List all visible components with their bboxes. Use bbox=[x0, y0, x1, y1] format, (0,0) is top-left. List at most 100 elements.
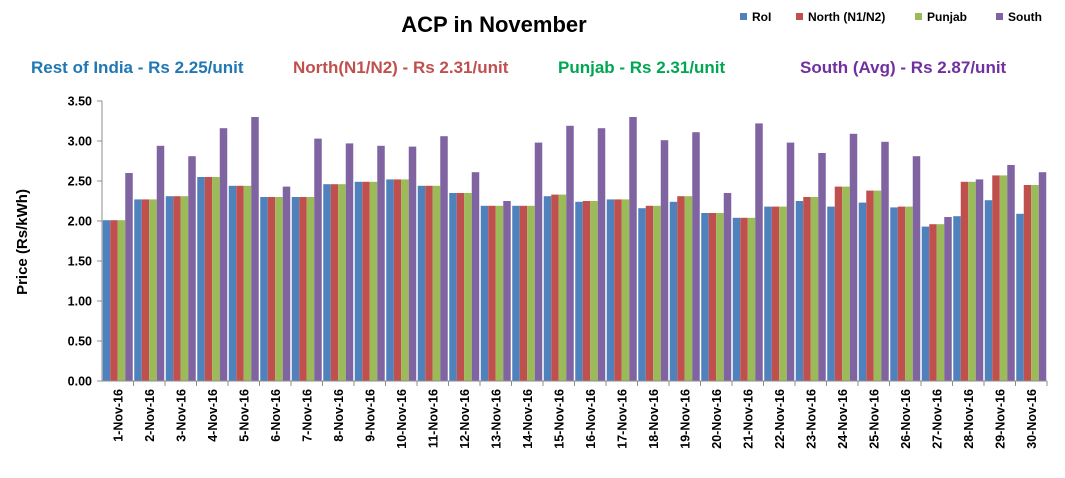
bar-north-n1-n2-7 bbox=[299, 197, 307, 381]
x-tick-label: 16-Nov-16 bbox=[584, 389, 598, 449]
legend-swatch bbox=[996, 13, 1003, 20]
bar-punjab-4 bbox=[212, 177, 220, 381]
bar-north-n1-n2-12 bbox=[456, 193, 465, 381]
bar-roi-15 bbox=[543, 196, 552, 381]
x-tick-label: 7-Nov-16 bbox=[300, 389, 314, 442]
bar-south-28 bbox=[975, 179, 984, 381]
bar-north-n1-n2-20 bbox=[708, 213, 717, 381]
bar-roi-10 bbox=[386, 179, 394, 381]
bar-north-n1-n2-23 bbox=[803, 197, 811, 381]
bar-roi-7 bbox=[291, 197, 300, 381]
legend-swatch bbox=[796, 13, 803, 20]
bar-punjab-3 bbox=[180, 196, 189, 381]
bar-north-n1-n2-30 bbox=[1023, 185, 1032, 381]
bar-roi-11 bbox=[417, 185, 426, 381]
bar-roi-14 bbox=[512, 205, 520, 381]
bar-north-n1-n2-17 bbox=[614, 199, 622, 381]
legend-label: North (N1/N2) bbox=[808, 10, 885, 24]
bar-punjab-20 bbox=[716, 213, 724, 381]
bar-roi-21 bbox=[732, 217, 741, 381]
bar-south-25 bbox=[881, 141, 889, 381]
bar-south-19 bbox=[692, 132, 700, 381]
bar-roi-28 bbox=[953, 216, 961, 381]
bar-roi-2 bbox=[134, 199, 142, 381]
bar-south-21 bbox=[755, 123, 763, 382]
x-tick-label: 6-Nov-16 bbox=[269, 389, 283, 442]
bar-north-n1-n2-14 bbox=[519, 205, 528, 381]
x-axis-ticks: 1-Nov-16 2-Nov-16 3-Nov-16 4-Nov-16 5-Nov-16… bbox=[111, 381, 1048, 449]
bar-north-n1-n2-1 bbox=[110, 220, 118, 381]
bar-south-30 bbox=[1038, 172, 1047, 381]
bar-south-13 bbox=[503, 201, 511, 381]
bar-roi-23 bbox=[795, 201, 804, 381]
bar-south-17 bbox=[629, 117, 637, 381]
bar-south-7 bbox=[314, 138, 322, 381]
bar-punjab-27 bbox=[936, 224, 945, 381]
x-tick-label: 24-Nov-16 bbox=[836, 389, 850, 449]
bar-south-14 bbox=[534, 142, 543, 381]
bar-roi-12 bbox=[449, 193, 457, 381]
x-tick-label: 27-Nov-16 bbox=[930, 389, 944, 449]
bar-north-n1-n2-24 bbox=[834, 186, 843, 381]
bar-north-n1-n2-19 bbox=[677, 196, 685, 381]
legend-label: Punjab bbox=[927, 10, 967, 24]
legend-swatch bbox=[915, 13, 922, 20]
legend-swatch bbox=[740, 13, 747, 20]
bar-roi-27 bbox=[921, 226, 930, 381]
bar-punjab-5 bbox=[243, 185, 252, 381]
y-tick-label: 2.00 bbox=[68, 215, 92, 229]
bar-south-12 bbox=[471, 172, 480, 381]
legend-label: RoI bbox=[752, 10, 771, 24]
bar-punjab-29 bbox=[999, 175, 1008, 381]
bar-south-27 bbox=[944, 217, 952, 381]
bar-south-11 bbox=[440, 136, 448, 381]
bar-north-n1-n2-13 bbox=[488, 205, 496, 381]
x-tick-label: 1-Nov-16 bbox=[111, 389, 125, 442]
bar-south-10 bbox=[408, 146, 417, 381]
bar-south-5 bbox=[251, 117, 259, 381]
y-tick-label: 3.00 bbox=[68, 135, 92, 149]
bar-punjab-30 bbox=[1031, 185, 1039, 381]
bar-north-n1-n2-3 bbox=[173, 196, 181, 381]
bar-north-n1-n2-27 bbox=[929, 224, 937, 381]
x-tick-label: 12-Nov-16 bbox=[458, 389, 472, 449]
bar-north-n1-n2-28 bbox=[960, 181, 969, 381]
bar-roi-16 bbox=[575, 201, 583, 381]
y-tick-label: 1.50 bbox=[68, 255, 92, 269]
x-tick-label: 13-Nov-16 bbox=[489, 389, 503, 449]
x-tick-label: 4-Nov-16 bbox=[206, 389, 220, 442]
bar-north-n1-n2-26 bbox=[897, 206, 906, 381]
y-tick-label: 0.50 bbox=[68, 335, 92, 349]
y-axis-ticks: 0.00 0.50 1.00 1.50 2.00 2.50 3.00 3.50 bbox=[68, 95, 102, 389]
bar-punjab-2 bbox=[149, 199, 157, 381]
bar-roi-24 bbox=[827, 206, 835, 381]
bar-punjab-10 bbox=[401, 179, 409, 381]
bar-punjab-13 bbox=[495, 205, 504, 381]
x-tick-label: 2-Nov-16 bbox=[143, 389, 157, 442]
bar-roi-13 bbox=[480, 205, 489, 381]
bar-punjab-19 bbox=[684, 196, 693, 381]
x-tick-label: 30-Nov-16 bbox=[1025, 389, 1039, 449]
bar-south-4 bbox=[219, 128, 228, 381]
bar-north-n1-n2-21 bbox=[740, 217, 748, 381]
x-tick-label: 14-Nov-16 bbox=[521, 389, 535, 449]
legend-label: South bbox=[1008, 10, 1042, 24]
bar-north-n1-n2-29 bbox=[992, 175, 1000, 381]
bar-north-n1-n2-25 bbox=[866, 190, 874, 381]
summary-label: Punjab - Rs 2.31/unit bbox=[558, 58, 726, 77]
x-tick-label: 21-Nov-16 bbox=[741, 389, 755, 449]
x-tick-label: 23-Nov-16 bbox=[804, 389, 818, 449]
bar-north-n1-n2-6 bbox=[267, 197, 276, 381]
bar-roi-8 bbox=[323, 184, 331, 381]
bar-north-n1-n2-16 bbox=[582, 201, 591, 381]
x-tick-label: 28-Nov-16 bbox=[962, 389, 976, 449]
legend: RoI North (N1/N2) Punjab South bbox=[740, 10, 1042, 24]
bar-south-15 bbox=[566, 125, 574, 381]
chart-title: ACP in November bbox=[401, 12, 587, 37]
bar-roi-29 bbox=[984, 200, 993, 381]
bar-roi-22 bbox=[764, 206, 772, 381]
bar-punjab-7 bbox=[306, 197, 315, 381]
y-tick-label: 3.50 bbox=[68, 95, 92, 109]
